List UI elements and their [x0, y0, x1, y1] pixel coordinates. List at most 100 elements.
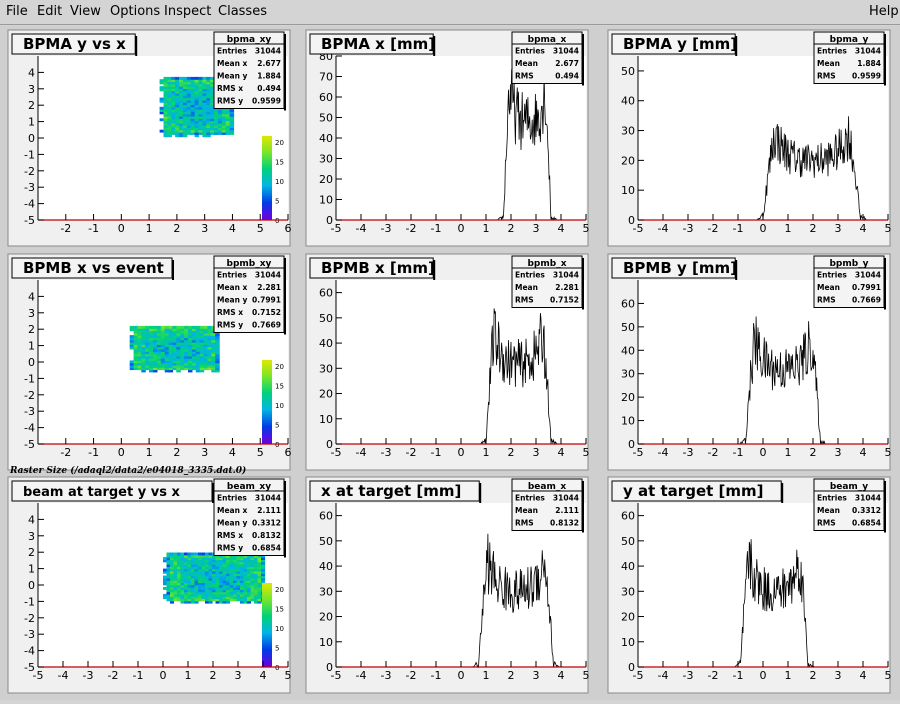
color-scale-segment — [262, 188, 272, 191]
heatmap-cell — [243, 570, 248, 574]
heatmap-cell — [229, 570, 234, 574]
heatmap-cell — [199, 339, 205, 343]
heatmap-cell — [184, 575, 189, 579]
color-scale-segment — [262, 203, 272, 206]
heatmap-cell — [173, 593, 178, 597]
heatmap-cell — [153, 365, 158, 368]
heatmap-cell — [175, 83, 180, 87]
heatmap-cell — [175, 132, 180, 135]
heatmap-cell — [163, 568, 168, 572]
heatmap-cell — [133, 342, 139, 345]
heatmap-cell — [210, 95, 215, 99]
heatmap-cell — [190, 83, 196, 87]
heatmap-cell — [250, 554, 255, 558]
color-scale-segment — [262, 180, 272, 183]
heatmap-cell — [225, 118, 231, 122]
heatmap-cell — [203, 328, 209, 332]
heatmap-cell — [211, 353, 216, 357]
heatmap-cell — [229, 582, 234, 586]
heatmap-cell — [182, 134, 188, 138]
menu-help[interactable]: Help — [869, 4, 899, 19]
title-box-shadow — [433, 260, 436, 280]
menu-classes[interactable]: Classes — [218, 4, 267, 19]
heatmap-cell — [166, 573, 171, 577]
heatmap-cell — [167, 99, 172, 103]
heatmap-cell — [167, 109, 172, 112]
stats-box — [213, 478, 285, 556]
heatmap-cell — [203, 365, 209, 368]
heatmap-cell — [133, 335, 139, 338]
heatmap-cell — [208, 573, 213, 577]
heatmap-cell — [217, 127, 223, 131]
heatmap-cell — [171, 132, 176, 135]
color-scale-tick: 20 — [275, 586, 284, 594]
heatmap-cell — [167, 79, 172, 83]
heatmap-cell — [171, 116, 176, 119]
heatmap-cell — [173, 580, 178, 583]
heatmap-cell — [257, 557, 262, 560]
heatmap-cell — [172, 353, 177, 357]
x-tick-label: 1 — [785, 222, 792, 235]
heatmap-cell — [247, 564, 252, 567]
menu-view[interactable]: View — [70, 4, 101, 19]
heatmap-cell — [194, 116, 200, 119]
color-scale-segment — [262, 387, 272, 390]
heatmap-cell — [184, 557, 189, 560]
heatmap-cell — [167, 111, 172, 115]
heatmap-cell — [202, 76, 207, 80]
heatmap-cell — [202, 104, 207, 108]
heatmap-cell — [172, 365, 177, 368]
heatmap-cell — [170, 554, 175, 558]
heatmap-cell — [180, 573, 185, 577]
menu-file[interactable]: File — [6, 4, 28, 19]
y-tick-label: 20 — [319, 611, 333, 624]
color-scale-segment — [262, 606, 272, 609]
heatmap-cell — [250, 587, 255, 590]
heatmap-cell — [163, 125, 168, 128]
heatmap-cell — [182, 122, 188, 126]
heatmap-cell — [179, 134, 184, 138]
menu-edit[interactable]: Edit — [37, 4, 63, 19]
heatmap-cell — [201, 564, 206, 567]
heatmap-cell — [176, 365, 181, 368]
color-scale-segment — [262, 140, 272, 143]
color-scale-segment — [262, 595, 272, 599]
heatmap-cell — [160, 342, 166, 345]
heatmap-cell — [190, 88, 196, 92]
heatmap-cell — [156, 362, 162, 366]
heatmap-cell — [184, 360, 189, 364]
heatmap-cell — [171, 118, 176, 122]
heatmap-cell — [205, 568, 210, 572]
heatmap-cell — [149, 342, 154, 345]
heatmap-cell — [233, 577, 238, 581]
heatmap-cell — [257, 591, 262, 595]
heatmap-cell — [233, 575, 238, 579]
heatmap-cell — [247, 589, 252, 593]
canvas-area: 0 5 10 15 20 -2 -1 0 1 2 3 4 5 6 -5 -4 -3 -2 -1 0 1 2 3 4 BPMA y… — [0, 26, 900, 700]
stats-key: Entries — [817, 271, 847, 280]
heatmap-cell — [212, 589, 217, 593]
color-scale-segment — [262, 648, 272, 651]
heatmap-cell — [145, 342, 150, 345]
heatmap-cell — [219, 584, 224, 588]
heatmap-cell — [229, 132, 235, 135]
chart-title: BPMA y [mm] — [623, 35, 737, 53]
heatmap-cell — [198, 598, 203, 602]
heatmap-cell — [202, 95, 207, 99]
heatmap-cell — [137, 355, 142, 359]
heatmap-cell — [153, 353, 158, 357]
heatmap-cell — [229, 127, 235, 131]
heatmap-cell — [166, 568, 171, 572]
menu-inspect[interactable]: Inspect — [164, 4, 212, 19]
heatmap-cell — [206, 109, 211, 112]
menu-options[interactable]: Options — [110, 4, 161, 19]
heatmap-cell — [184, 365, 189, 368]
heatmap-cell — [180, 557, 185, 560]
heatmap-cell — [141, 358, 146, 361]
heatmap-cell — [184, 573, 189, 577]
heatmap-cell — [206, 102, 211, 106]
heatmap-cell — [198, 587, 203, 590]
heatmap-cell — [194, 552, 199, 556]
